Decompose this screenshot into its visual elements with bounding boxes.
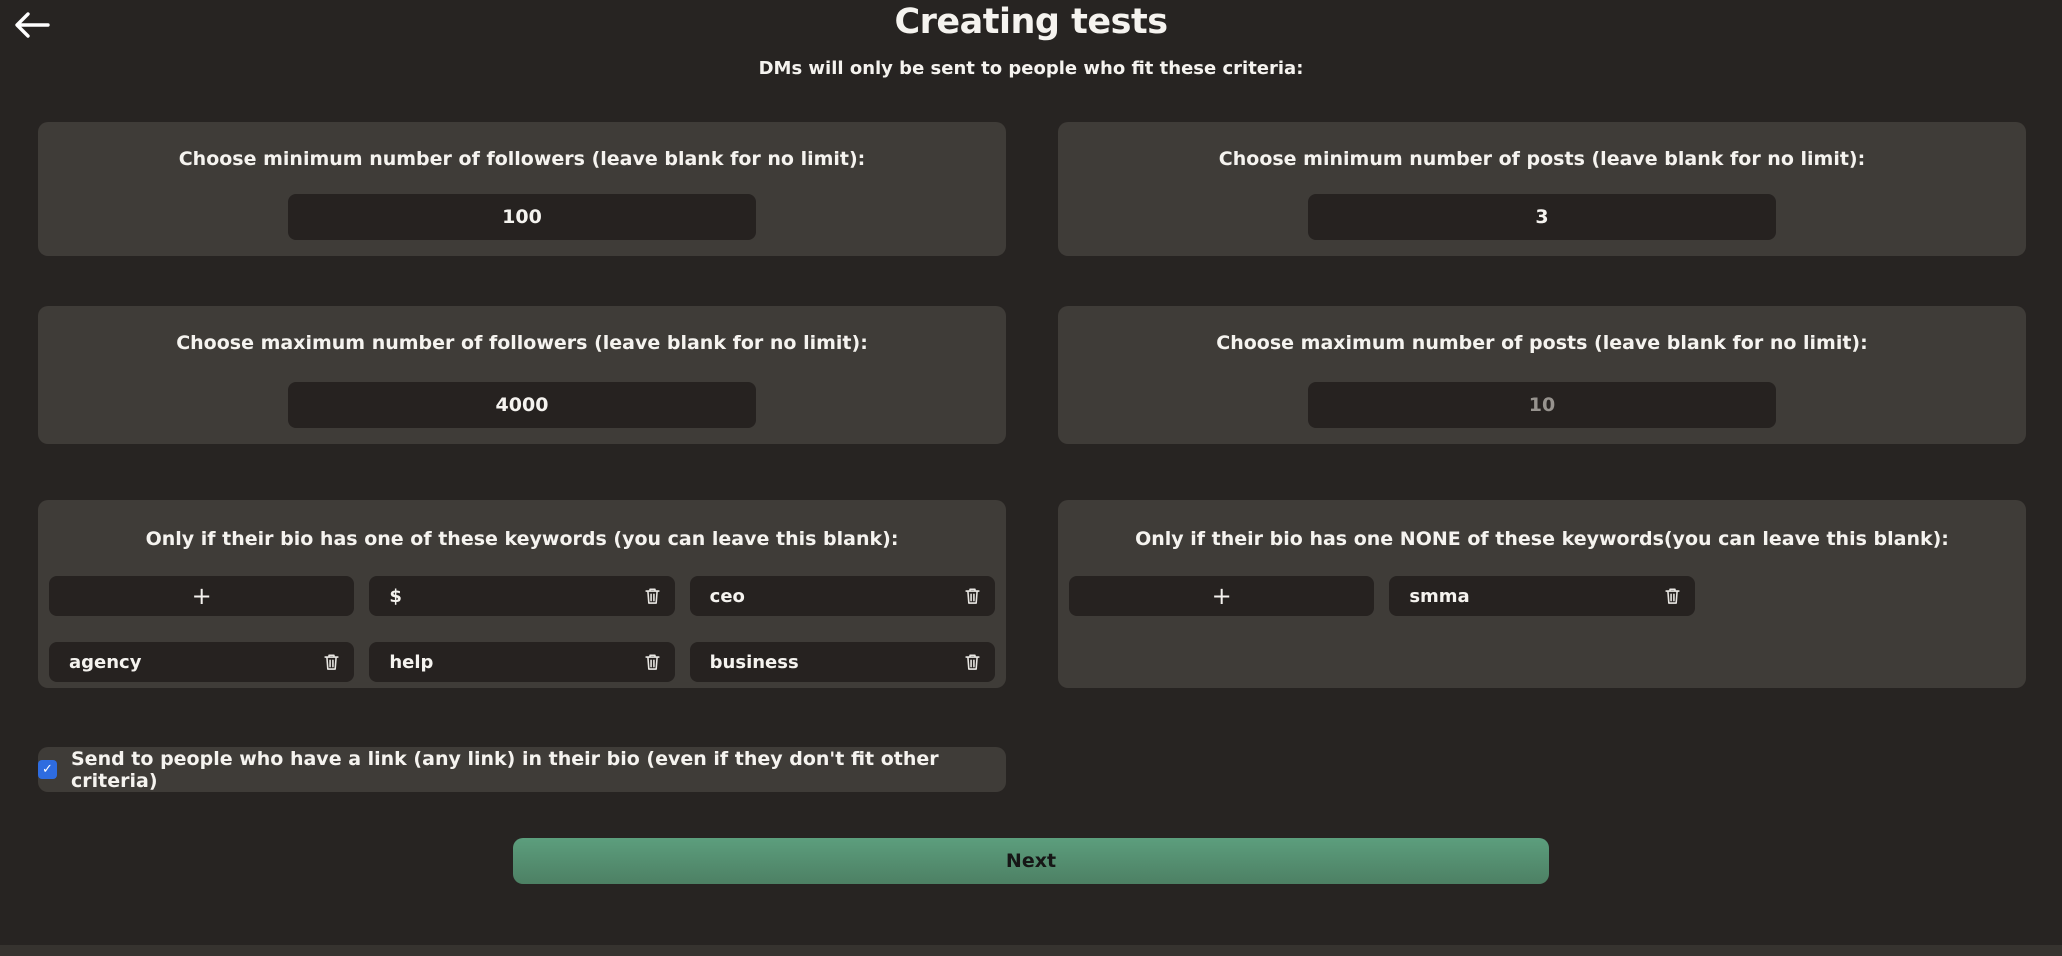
plus-icon: + [1211,582,1232,610]
include-keywords-panel: Only if their bio has one of these keywo… [38,500,1006,688]
next-button[interactable]: Next [513,838,1549,884]
add-include-keyword-button[interactable]: + [49,576,355,616]
min-posts-input[interactable] [1308,194,1776,240]
trash-icon [964,652,981,672]
page-subtitle: DMs will only be sent to people who fit … [758,58,1304,79]
bottom-strip [0,945,2062,956]
max-posts-input[interactable] [1308,382,1776,428]
max-followers-panel: Choose maximum number of followers (leav… [38,306,1006,444]
min-followers-panel: Choose minimum number of followers (leav… [38,122,1006,256]
add-exclude-keyword-button[interactable]: + [1069,576,1375,616]
delete-keyword-button[interactable] [964,586,981,606]
link-filter-bar: ✓ Send to people who have a link (any li… [38,747,1006,792]
exclude-keywords-label: Only if their bio has one NONE of these … [1135,528,1949,550]
max-followers-input[interactable] [288,382,756,428]
link-checkbox-label: Send to people who have a link (any link… [71,747,939,792]
arrow-left-icon [12,9,52,41]
delete-keyword-button[interactable] [1664,586,1681,606]
trash-icon [644,652,661,672]
link-checkbox[interactable]: ✓ [38,760,57,779]
keyword-chip: agency [49,642,355,682]
trash-icon [323,652,340,672]
page-title: Creating tests [894,2,1168,42]
delete-keyword-button[interactable] [644,586,661,606]
delete-keyword-button[interactable] [964,652,981,672]
delete-keyword-button[interactable] [644,652,661,672]
plus-icon: + [191,582,212,610]
keyword-text: $ [389,585,402,607]
keyword-chip: business [689,642,995,682]
keyword-text: smma [1409,585,1470,607]
max-posts-panel: Choose maximum number of posts (leave bl… [1058,306,2026,444]
trash-icon [644,586,661,606]
keyword-text: business [709,651,799,673]
max-followers-label: Choose maximum number of followers (leav… [176,332,868,354]
include-keywords-list: + $ ceo agency [49,576,995,682]
trash-icon [964,586,981,606]
exclude-keywords-panel: Only if their bio has one NONE of these … [1058,500,2026,688]
keyword-chip: help [369,642,675,682]
max-posts-label: Choose maximum number of posts (leave bl… [1216,332,1868,354]
keyword-text: ceo [709,585,745,607]
back-button[interactable] [8,4,56,46]
min-posts-label: Choose minimum number of posts (leave bl… [1218,148,1866,170]
keyword-chip: ceo [689,576,995,616]
trash-icon [1664,586,1681,606]
keyword-chip: $ [369,576,675,616]
include-keywords-label: Only if their bio has one of these keywo… [145,528,899,550]
keyword-text: agency [69,651,142,673]
min-followers-input[interactable] [288,194,756,240]
keyword-chip: smma [1389,576,1695,616]
exclude-keywords-list: + smma [1069,576,2015,616]
min-followers-label: Choose minimum number of followers (leav… [178,148,866,170]
delete-keyword-button[interactable] [323,652,340,672]
min-posts-panel: Choose minimum number of posts (leave bl… [1058,122,2026,256]
keyword-text: help [389,651,434,673]
